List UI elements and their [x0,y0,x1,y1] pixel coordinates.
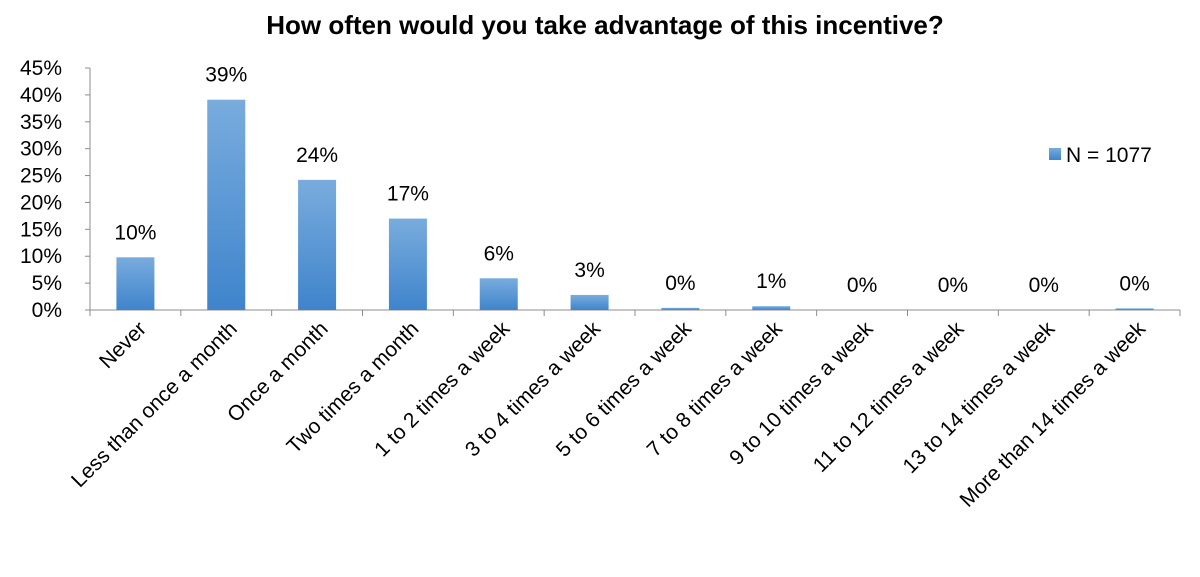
y-tick-label: 20% [20,191,62,214]
data-label: 0% [1029,274,1059,297]
x-tick-label: Less than once a month [67,317,242,492]
x-tick-label: 11 to 12 times a week [809,317,969,477]
legend-label: N = 1077 [1066,144,1152,167]
data-label: 3% [574,259,604,282]
bar [752,306,791,310]
data-label: 0% [665,272,695,295]
data-label: 17% [387,183,429,206]
data-label: 10% [114,221,156,244]
y-tick-label: 30% [20,138,62,161]
x-tick-label: Never [95,317,151,373]
y-tick-label: 25% [20,165,62,188]
data-label: 6% [484,242,514,265]
data-label: 39% [205,64,247,87]
bar [479,278,518,310]
chart-title: How often would you take advantage of th… [266,10,944,40]
data-label: 1% [756,270,786,293]
y-axis: 0% 5% 10% 15% 20% 25% 30% 35% 40% 45% [20,57,91,322]
data-label: 0% [1119,272,1149,295]
y-tick-label: 35% [20,111,62,134]
legend-swatch [1049,148,1061,160]
data-label: 0% [847,274,877,297]
bar [661,307,700,310]
data-label: 24% [296,144,338,167]
legend: N = 1077 [1049,144,1152,167]
y-tick-label: 0% [32,299,62,322]
data-labels: 10% 39% 24% 17% 6% 3% 0% 1% 0% 0% 0% 0% [114,64,1149,297]
y-tick-label: 45% [20,57,62,80]
bar [298,179,337,310]
y-tick-label: 5% [32,272,62,295]
y-tick-label: 10% [20,245,62,268]
y-tick-label: 15% [20,218,62,241]
bar [388,218,427,310]
bars [116,99,1154,311]
bar [116,257,155,310]
bar [1115,308,1154,310]
y-tick-label: 40% [20,84,62,107]
bar [207,99,246,311]
data-label: 0% [938,274,968,297]
x-tick-label: More than 14 times a week [956,317,1151,512]
x-tick-label: 13 to 14 times a week [899,317,1060,478]
bar [570,294,609,310]
